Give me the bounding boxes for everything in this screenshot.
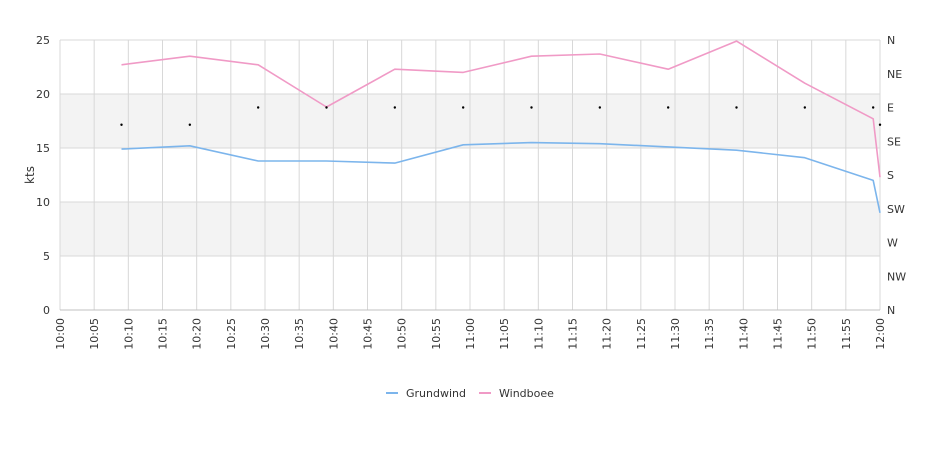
legend: Grundwind Windboee [386, 387, 554, 400]
y-tick-label: 0 [43, 304, 50, 317]
x-tick-label: 12:00 [874, 318, 887, 350]
x-tick-label: 10:55 [430, 318, 443, 350]
y2-tick-label: SW [887, 203, 905, 216]
direction-point [878, 123, 882, 126]
x-tick-label: 11:25 [635, 318, 648, 350]
direction-points [120, 106, 882, 126]
y2-tick-label: N [887, 34, 895, 47]
legend-label: Windboee [499, 387, 554, 400]
x-tick-label: 11:55 [840, 318, 853, 350]
x-tick-label: 11:15 [567, 318, 580, 350]
horizontal-gridlines [60, 39, 880, 311]
x-tick-label: 11:10 [532, 318, 545, 350]
series-lines [121, 40, 881, 213]
y-axis-label: kts [23, 166, 37, 184]
x-tick-label: 10:10 [122, 318, 135, 350]
series-line-grundwind [121, 141, 881, 213]
x-tick-label: 10:30 [259, 318, 272, 350]
direction-point [735, 106, 738, 109]
x-tick-label: 10:05 [88, 318, 101, 350]
x-tick-label: 11:45 [772, 318, 785, 350]
direction-point [188, 123, 192, 126]
series-line-windboee [121, 40, 881, 178]
y-axis-ticks: 0 5 10 15 20 25 [36, 34, 50, 317]
x-tick-label: 11:50 [806, 318, 819, 350]
x-tick-label: 10:00 [54, 318, 67, 350]
y-tick-label: 20 [36, 88, 50, 101]
x-tick-label: 11:05 [498, 318, 511, 350]
x-tick-label: 11:00 [464, 318, 477, 350]
direction-point [325, 106, 328, 109]
y2-axis-ticks: N NW W SW S SE E NE N [887, 34, 906, 317]
legend-item-windboee[interactable]: Windboee [479, 387, 554, 400]
y2-tick-label: S [887, 169, 894, 182]
x-tick-label: 10:45 [362, 318, 375, 350]
direction-point [530, 106, 533, 109]
x-tick-label: 11:40 [737, 318, 750, 350]
vertical-gridlines [59, 40, 881, 310]
y-tick-label: 25 [36, 34, 50, 47]
x-tick-label: 10:50 [396, 318, 409, 350]
y2-tick-label: SE [887, 135, 901, 148]
y-tick-label: 15 [36, 142, 50, 155]
direction-point [666, 106, 670, 109]
y2-tick-label: E [887, 102, 894, 115]
x-tick-label: 11:20 [601, 318, 614, 350]
direction-point [871, 106, 875, 109]
direction-point [256, 106, 260, 109]
y2-tick-label: W [887, 237, 898, 250]
y2-tick-label: NE [887, 68, 902, 81]
direction-point [803, 106, 807, 109]
legend-item-grundwind[interactable]: Grundwind [386, 387, 466, 400]
x-tick-label: 10:35 [293, 318, 306, 350]
direction-point [393, 106, 397, 109]
x-tick-label: 10:40 [327, 318, 340, 350]
direction-point [598, 106, 602, 109]
y2-tick-label: N [887, 304, 895, 317]
x-tick-label: 11:35 [703, 318, 716, 350]
y-tick-label: 10 [36, 196, 50, 209]
x-tick-label: 10:20 [191, 318, 204, 350]
y2-tick-label: NW [887, 270, 906, 283]
direction-point [461, 106, 465, 109]
direction-point [120, 123, 123, 126]
x-tick-label: 10:25 [225, 318, 238, 350]
y-tick-label: 5 [43, 250, 50, 263]
x-tick-label: 11:30 [669, 318, 682, 350]
x-tick-label: 10:15 [157, 318, 170, 350]
x-axis-ticks: 10:00 10:05 10:10 10:15 10:20 10:25 10:30 10:35… [54, 318, 887, 350]
legend-label: Grundwind [406, 387, 466, 400]
